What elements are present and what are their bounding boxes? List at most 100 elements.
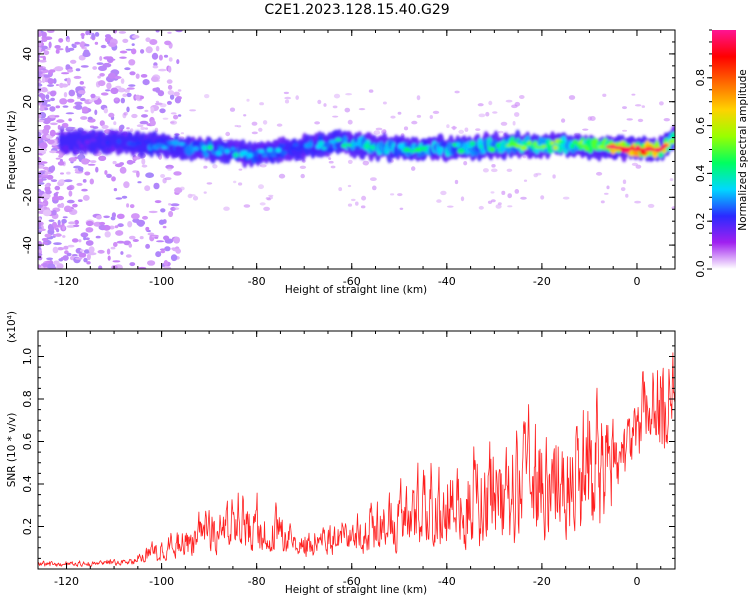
band-core <box>240 150 248 156</box>
noise-blob <box>70 59 77 64</box>
noise-blob <box>116 213 125 219</box>
noise-blob <box>38 161 48 164</box>
noise-blob <box>79 249 84 252</box>
noise-blob <box>136 170 140 178</box>
noise-blob <box>113 242 118 247</box>
noise-blob <box>51 209 57 216</box>
band-core <box>414 147 423 153</box>
noise-blob <box>174 97 181 104</box>
noise-blob <box>124 67 131 71</box>
noise-blob <box>81 106 89 113</box>
noise-blob <box>162 117 169 120</box>
x-tick-label: -60 <box>343 575 361 588</box>
colorbar-label: Normalized spectral amplitude <box>737 69 749 230</box>
noise-blob <box>141 114 148 118</box>
noise-blob <box>429 115 433 119</box>
noise-blob <box>390 115 396 119</box>
noise-blob <box>485 111 490 117</box>
noise-blob <box>99 73 105 77</box>
noise-blob <box>189 194 196 197</box>
noise-blob <box>137 181 142 184</box>
noise-blob <box>498 130 504 134</box>
noise-blob <box>169 94 175 100</box>
noise-blob <box>110 87 119 95</box>
noise-blob <box>59 82 64 89</box>
noise-blob <box>251 121 258 126</box>
noise-blob <box>41 38 48 43</box>
noise-blob <box>45 190 52 195</box>
noise-blob <box>452 125 456 131</box>
noise-blob <box>164 40 172 46</box>
noise-blob <box>295 95 300 100</box>
noise-blob <box>38 175 42 178</box>
noise-blob <box>338 187 343 192</box>
noise-blob <box>99 56 103 61</box>
noise-blob <box>436 199 442 203</box>
noise-blob <box>663 118 670 122</box>
noise-blob <box>65 112 75 115</box>
noise-blob <box>122 112 127 119</box>
noise-blob <box>47 78 55 85</box>
noise-blob <box>39 107 45 112</box>
noise-blob <box>87 116 93 120</box>
noise-blob <box>155 100 159 103</box>
band-core <box>281 150 288 156</box>
noise-blob <box>113 121 117 126</box>
noise-blob <box>561 118 566 123</box>
noise-blob <box>223 206 230 211</box>
noise-blob <box>101 124 109 129</box>
spectrogram-marks <box>38 30 675 269</box>
noise-blob <box>123 181 130 189</box>
noise-blob <box>488 100 493 106</box>
noise-blob <box>390 193 395 196</box>
noise-blob <box>475 128 481 132</box>
noise-blob <box>55 224 64 228</box>
noise-blob <box>520 196 527 200</box>
noise-blob <box>358 108 366 111</box>
y-tick-label: 0 <box>21 146 34 153</box>
band-core <box>275 148 282 153</box>
noise-blob <box>53 242 62 246</box>
noise-blob <box>88 246 95 254</box>
band-core <box>455 142 461 148</box>
noise-blob <box>154 200 162 204</box>
noise-blob <box>43 124 51 131</box>
noise-blob <box>259 164 267 168</box>
noise-blob <box>163 235 170 241</box>
noise-blob <box>85 227 94 233</box>
noise-blob <box>87 163 96 166</box>
noise-blob <box>180 132 185 135</box>
noise-blob <box>42 263 48 268</box>
noise-blob <box>477 103 484 107</box>
noise-blob <box>519 95 525 99</box>
noise-blob <box>122 38 129 44</box>
noise-blob <box>55 84 60 86</box>
noise-blob <box>57 247 65 251</box>
band-core <box>570 143 575 149</box>
noise-blob <box>84 43 90 47</box>
noise-blob <box>38 113 42 119</box>
noise-blob <box>382 101 387 105</box>
noise-blob <box>65 64 71 70</box>
noise-blob <box>124 88 130 93</box>
noise-blob <box>48 219 55 222</box>
noise-blob <box>56 263 64 269</box>
noise-blob <box>131 213 140 220</box>
noise-blob <box>50 226 55 232</box>
noise-blob <box>500 121 508 126</box>
noise-blob <box>647 203 655 208</box>
noise-blob <box>145 37 151 42</box>
noise-blob <box>156 240 165 243</box>
band-core <box>575 142 581 148</box>
noise-blob <box>105 34 111 39</box>
noise-blob <box>103 56 112 60</box>
noise-blob <box>68 118 72 122</box>
colorbar-tick-label: 0.8 <box>694 69 707 87</box>
noise-blob <box>151 76 159 82</box>
noise-blob <box>135 73 140 79</box>
band-core <box>514 144 522 148</box>
noise-blob <box>174 187 183 194</box>
noise-blob <box>137 266 147 269</box>
noise-blob <box>79 41 86 48</box>
noise-blob <box>73 224 80 228</box>
